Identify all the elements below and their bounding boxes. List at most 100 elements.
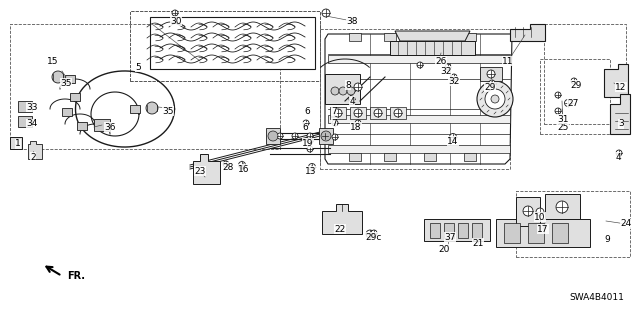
- Text: 12: 12: [615, 83, 627, 92]
- Text: 3: 3: [618, 120, 624, 129]
- Circle shape: [334, 109, 342, 117]
- Bar: [370, 107, 386, 119]
- Text: 1: 1: [15, 139, 21, 149]
- Text: 27: 27: [567, 99, 579, 108]
- Text: 16: 16: [238, 165, 250, 174]
- Circle shape: [451, 74, 457, 80]
- Circle shape: [394, 109, 402, 117]
- Text: 11: 11: [502, 56, 514, 65]
- Polygon shape: [328, 55, 510, 63]
- Circle shape: [303, 120, 309, 126]
- Circle shape: [308, 164, 316, 170]
- Bar: [18, 116, 32, 127]
- Bar: [349, 153, 361, 161]
- Bar: [10, 137, 22, 149]
- Text: 6: 6: [304, 107, 310, 115]
- Text: 32: 32: [440, 66, 452, 76]
- Bar: [528, 223, 544, 243]
- Text: 2: 2: [30, 152, 36, 161]
- Circle shape: [321, 131, 331, 141]
- Circle shape: [555, 108, 561, 114]
- Text: 23: 23: [195, 167, 205, 175]
- Polygon shape: [28, 141, 42, 159]
- Bar: [472, 223, 482, 238]
- Circle shape: [223, 161, 229, 167]
- Bar: [18, 101, 32, 112]
- Bar: [424, 153, 436, 161]
- Polygon shape: [193, 154, 220, 184]
- Text: 38: 38: [346, 17, 358, 26]
- Circle shape: [146, 102, 158, 114]
- Polygon shape: [390, 41, 475, 55]
- Bar: [330, 107, 346, 119]
- Polygon shape: [70, 93, 80, 101]
- Bar: [464, 153, 476, 161]
- Bar: [458, 223, 468, 238]
- Circle shape: [485, 89, 505, 109]
- Circle shape: [523, 206, 533, 216]
- Text: 4: 4: [615, 152, 621, 161]
- Circle shape: [347, 87, 355, 95]
- Circle shape: [307, 133, 313, 139]
- Text: 25: 25: [557, 122, 569, 131]
- Bar: [464, 33, 476, 41]
- Circle shape: [349, 96, 355, 102]
- Circle shape: [339, 87, 347, 95]
- Bar: [325, 74, 360, 104]
- Circle shape: [616, 150, 622, 156]
- Circle shape: [489, 80, 495, 86]
- Text: 7: 7: [331, 118, 337, 128]
- Text: 29c: 29c: [366, 233, 382, 241]
- Bar: [349, 33, 361, 41]
- Text: 15: 15: [47, 56, 59, 65]
- Circle shape: [445, 64, 451, 70]
- Text: 20: 20: [438, 244, 450, 254]
- Polygon shape: [130, 105, 140, 113]
- Bar: [319, 128, 333, 144]
- Polygon shape: [395, 31, 470, 41]
- Circle shape: [268, 131, 278, 141]
- Circle shape: [307, 146, 313, 152]
- Circle shape: [366, 230, 374, 238]
- Circle shape: [332, 120, 338, 126]
- Text: 26: 26: [435, 56, 447, 65]
- Circle shape: [307, 138, 313, 144]
- Text: 10: 10: [534, 212, 546, 221]
- Polygon shape: [62, 108, 72, 116]
- Bar: [480, 67, 502, 81]
- Polygon shape: [604, 64, 628, 97]
- Circle shape: [487, 70, 495, 78]
- Text: 5: 5: [135, 63, 141, 71]
- Text: 4: 4: [349, 97, 355, 106]
- Text: 28: 28: [222, 162, 234, 172]
- Circle shape: [555, 92, 561, 98]
- Circle shape: [172, 10, 178, 16]
- Text: 29: 29: [570, 80, 582, 90]
- Bar: [384, 33, 396, 41]
- Polygon shape: [328, 145, 510, 153]
- Circle shape: [449, 133, 456, 140]
- Text: SWA4B4011: SWA4B4011: [570, 293, 625, 301]
- Circle shape: [354, 109, 362, 117]
- Text: 6: 6: [302, 122, 308, 131]
- Bar: [390, 107, 406, 119]
- Text: 9: 9: [604, 234, 610, 243]
- Circle shape: [371, 230, 377, 236]
- Text: 32: 32: [448, 77, 460, 85]
- Text: 34: 34: [26, 120, 38, 129]
- Polygon shape: [510, 24, 545, 41]
- Circle shape: [477, 81, 513, 117]
- Circle shape: [417, 62, 423, 68]
- Text: 35: 35: [163, 107, 173, 115]
- Bar: [384, 153, 396, 161]
- Circle shape: [571, 78, 577, 84]
- Text: 29: 29: [484, 83, 496, 92]
- Text: 37: 37: [444, 233, 456, 241]
- Circle shape: [292, 133, 298, 139]
- Text: 33: 33: [26, 102, 38, 112]
- Text: 8: 8: [345, 80, 351, 90]
- Bar: [444, 223, 454, 238]
- Circle shape: [239, 161, 246, 168]
- Circle shape: [332, 134, 338, 140]
- Circle shape: [52, 71, 64, 83]
